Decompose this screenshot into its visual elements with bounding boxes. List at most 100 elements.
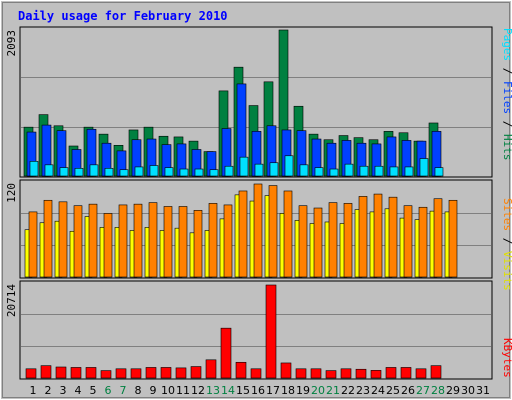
kbytes-bar bbox=[130, 368, 142, 379]
sites-bar bbox=[253, 183, 263, 278]
pages-bar bbox=[344, 163, 354, 177]
x-tick-label: 13 bbox=[206, 384, 220, 397]
kbytes-bar bbox=[340, 368, 352, 379]
x-tick-label: 23 bbox=[356, 384, 370, 397]
x-tick-label: 11 bbox=[176, 384, 190, 397]
pages-bar bbox=[74, 168, 84, 177]
kbytes-bar bbox=[40, 365, 52, 379]
sites-bar bbox=[208, 203, 218, 278]
pages-bar bbox=[389, 166, 399, 177]
x-tick-label: 2 bbox=[45, 384, 52, 397]
kbytes-bar bbox=[250, 368, 262, 379]
kbytes-axis-max-label: 20714 bbox=[5, 284, 18, 317]
pages-bar bbox=[29, 161, 39, 177]
pages-bar bbox=[209, 169, 219, 177]
kbytes-bar bbox=[100, 370, 112, 379]
sites-bar bbox=[238, 190, 248, 278]
legend-sites: Sites bbox=[501, 198, 512, 231]
sites-bar bbox=[43, 199, 53, 278]
sites-bar bbox=[358, 196, 368, 278]
sites-bar bbox=[223, 204, 233, 278]
sites-bar bbox=[433, 198, 443, 278]
kbytes-bar bbox=[70, 367, 82, 379]
kbytes-bar bbox=[85, 367, 97, 379]
pages-bar bbox=[419, 158, 429, 177]
x-tick-label: 10 bbox=[161, 384, 175, 397]
x-tick-label: 27 bbox=[416, 384, 430, 397]
sites-bar bbox=[73, 205, 83, 278]
pages-bar bbox=[284, 155, 294, 177]
chart-title: Daily usage for February 2010 bbox=[18, 9, 228, 23]
kbytes-bar bbox=[400, 367, 412, 379]
sites-bar bbox=[388, 196, 398, 278]
kbytes-bar bbox=[355, 368, 367, 379]
bars bbox=[23, 29, 458, 379]
pages-bar bbox=[119, 169, 129, 177]
kbytes-bar bbox=[190, 366, 202, 379]
pages-bar bbox=[164, 167, 174, 177]
kbytes-bar bbox=[115, 368, 127, 379]
x-tick-label: 22 bbox=[341, 384, 355, 397]
pages-bar bbox=[239, 156, 249, 177]
sites-bar bbox=[28, 211, 38, 278]
kbytes-bar bbox=[325, 370, 337, 379]
sites-bar bbox=[148, 202, 158, 278]
pages-bar bbox=[404, 166, 414, 177]
legend-visits: Visits bbox=[501, 251, 512, 291]
x-tick-label: 24 bbox=[371, 384, 385, 397]
kbytes-bar bbox=[55, 366, 67, 379]
pages-bar bbox=[359, 165, 369, 177]
x-tick-label: 1 bbox=[30, 384, 37, 397]
kbytes-bar bbox=[415, 368, 427, 379]
pages-bar bbox=[299, 164, 309, 177]
hits-legend: Pages / Files / Hits bbox=[501, 28, 512, 161]
kbytes-bar bbox=[295, 368, 307, 379]
x-tick-label: 17 bbox=[266, 384, 280, 397]
legend-files: Files bbox=[501, 81, 512, 114]
pages-bar bbox=[149, 165, 159, 177]
kbytes-bar bbox=[385, 367, 397, 379]
sites-bar bbox=[418, 206, 428, 278]
kbytes-bar bbox=[430, 365, 442, 379]
x-tick-label: 6 bbox=[105, 384, 112, 397]
x-tick-label: 4 bbox=[75, 384, 82, 397]
kbytes-bar bbox=[370, 370, 382, 379]
kbytes-bar bbox=[205, 359, 217, 379]
legend-pages: Pages bbox=[501, 28, 512, 61]
x-tick-label: 12 bbox=[191, 384, 205, 397]
sites-bar bbox=[313, 207, 323, 278]
x-tick-label: 7 bbox=[120, 384, 127, 397]
x-tick-label: 5 bbox=[90, 384, 97, 397]
hits-axis-max-label: 2093 bbox=[5, 30, 18, 57]
legend-hits: Hits bbox=[501, 134, 512, 161]
x-tick-label: 16 bbox=[251, 384, 265, 397]
pages-bar bbox=[194, 168, 204, 177]
pages-bar bbox=[269, 162, 279, 177]
sites-axis-max-label: 120 bbox=[5, 183, 18, 203]
sites-legend: Sites / Visits bbox=[501, 198, 512, 291]
kbytes-bar bbox=[280, 362, 292, 379]
sites-bar bbox=[193, 210, 203, 278]
pages-bar bbox=[104, 168, 114, 177]
sites-bar bbox=[328, 202, 338, 278]
sites-bar bbox=[133, 203, 143, 278]
sites-bar bbox=[103, 213, 113, 278]
kbytes-bar bbox=[220, 327, 232, 379]
x-tick-label: 8 bbox=[135, 384, 142, 397]
pages-bar bbox=[89, 164, 99, 177]
sites-bar bbox=[58, 201, 68, 278]
x-tick-label: 28 bbox=[431, 384, 445, 397]
x-tick-label: 25 bbox=[386, 384, 400, 397]
kbytes-bar bbox=[25, 368, 37, 379]
x-tick-label: 30 bbox=[461, 384, 475, 397]
x-tick-label: 14 bbox=[221, 384, 235, 397]
kbytes-bar bbox=[265, 284, 277, 379]
pages-bar bbox=[59, 167, 69, 177]
pages-bar bbox=[224, 165, 234, 177]
sites-bar bbox=[343, 203, 353, 278]
pages-bar bbox=[329, 168, 339, 177]
sites-bar bbox=[163, 206, 173, 278]
sites-bar bbox=[403, 205, 413, 278]
